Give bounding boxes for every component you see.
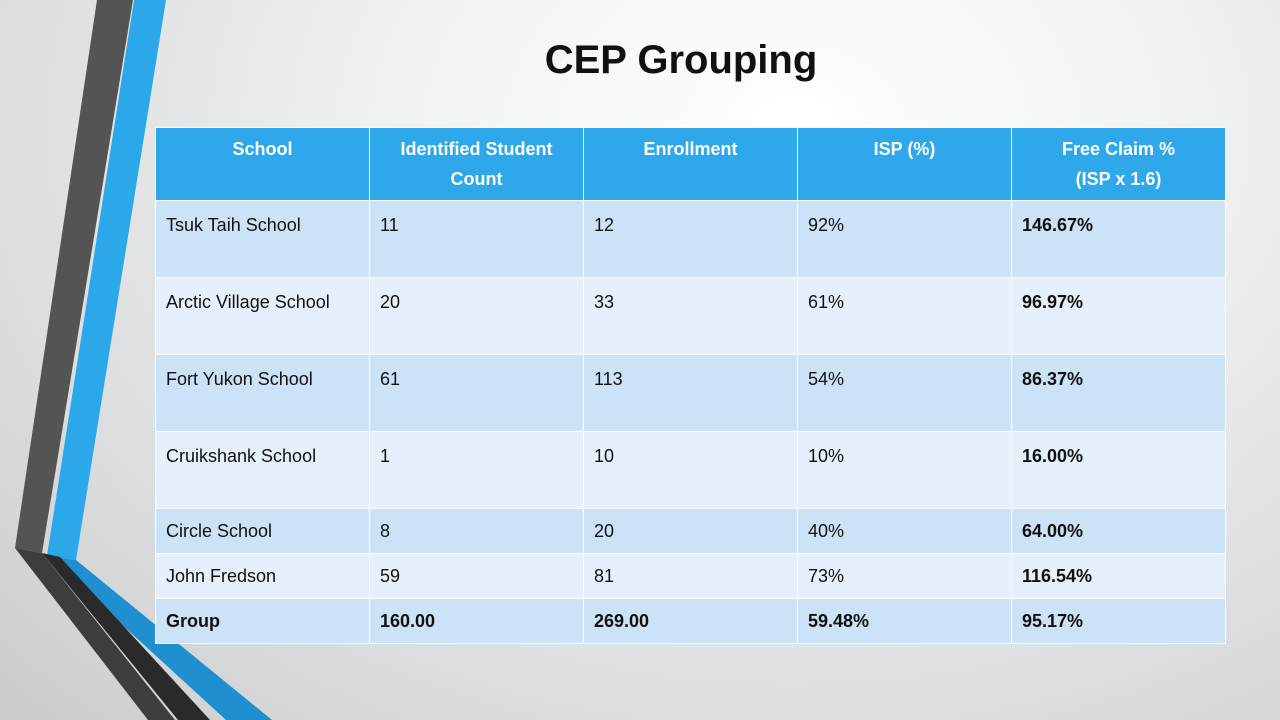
cell-enrollment: 10 [583, 431, 798, 509]
table-row: Circle School 8 20 40% 64.00% [155, 508, 1226, 554]
cell-free-claim: 86.37% [1011, 354, 1226, 432]
cell-school: John Fredson [155, 553, 370, 599]
cell-isp: 10% [797, 431, 1012, 509]
cell-identified: 61 [369, 354, 584, 432]
table-row: Tsuk Taih School 11 12 92% 146.67% [155, 200, 1226, 278]
cell-school: Group [155, 598, 370, 644]
cep-grouping-table: School Identified Student Count Enrollmen… [155, 127, 1226, 644]
cell-free-claim: 116.54% [1011, 553, 1226, 599]
table-row: John Fredson 59 81 73% 116.54% [155, 553, 1226, 599]
cell-free-claim: 96.97% [1011, 277, 1226, 355]
cell-free-claim: 64.00% [1011, 508, 1226, 554]
cell-enrollment: 33 [583, 277, 798, 355]
cell-identified: 20 [369, 277, 584, 355]
cell-isp: 61% [797, 277, 1012, 355]
cell-enrollment: 269.00 [583, 598, 798, 644]
page-title: CEP Grouping [544, 38, 818, 82]
table-row: Fort Yukon School 61 113 54% 86.37% [155, 354, 1226, 432]
cell-free-claim: 16.00% [1011, 431, 1226, 509]
cell-identified: 160.00 [369, 598, 584, 644]
cell-school: Arctic Village School [155, 277, 370, 355]
header-enrollment: Enrollment [583, 127, 798, 201]
cell-school: Fort Yukon School [155, 354, 370, 432]
dark-stripe-lower [42, 553, 210, 720]
cell-identified: 59 [369, 553, 584, 599]
cell-school: Cruikshank School [155, 431, 370, 509]
table-row: Cruikshank School 1 10 10% 16.00% [155, 431, 1226, 509]
gray-stripe-lower [15, 548, 175, 720]
cell-free-claim: 146.67% [1011, 200, 1226, 278]
blue-stripe-upper [47, 0, 166, 560]
cell-isp: 54% [797, 354, 1012, 432]
header-school: School [155, 127, 370, 201]
table-header-row: School Identified Student Count Enrollmen… [155, 127, 1226, 201]
cell-identified: 1 [369, 431, 584, 509]
cep-table-container: School Identified Student Count Enrollmen… [155, 127, 1226, 644]
cell-school: Circle School [155, 508, 370, 554]
cell-isp: 92% [797, 200, 1012, 278]
table-row: Arctic Village School 20 33 61% 96.97% [155, 277, 1226, 355]
table-row-group-total: Group 160.00 269.00 59.48% 95.17% [155, 598, 1226, 644]
cell-identified: 8 [369, 508, 584, 554]
header-isp: ISP (%) [797, 127, 1012, 201]
header-free-claim: Free Claim % (ISP x 1.6) [1011, 127, 1226, 201]
gray-stripe-upper [15, 0, 133, 553]
cell-isp: 73% [797, 553, 1012, 599]
cell-enrollment: 20 [583, 508, 798, 554]
cell-isp: 40% [797, 508, 1012, 554]
cell-enrollment: 12 [583, 200, 798, 278]
header-identified-student-count: Identified Student Count [369, 127, 584, 201]
cell-isp: 59.48% [797, 598, 1012, 644]
cell-school: Tsuk Taih School [155, 200, 370, 278]
cell-enrollment: 113 [583, 354, 798, 432]
cell-enrollment: 81 [583, 553, 798, 599]
cell-identified: 11 [369, 200, 584, 278]
cell-free-claim: 95.17% [1011, 598, 1226, 644]
